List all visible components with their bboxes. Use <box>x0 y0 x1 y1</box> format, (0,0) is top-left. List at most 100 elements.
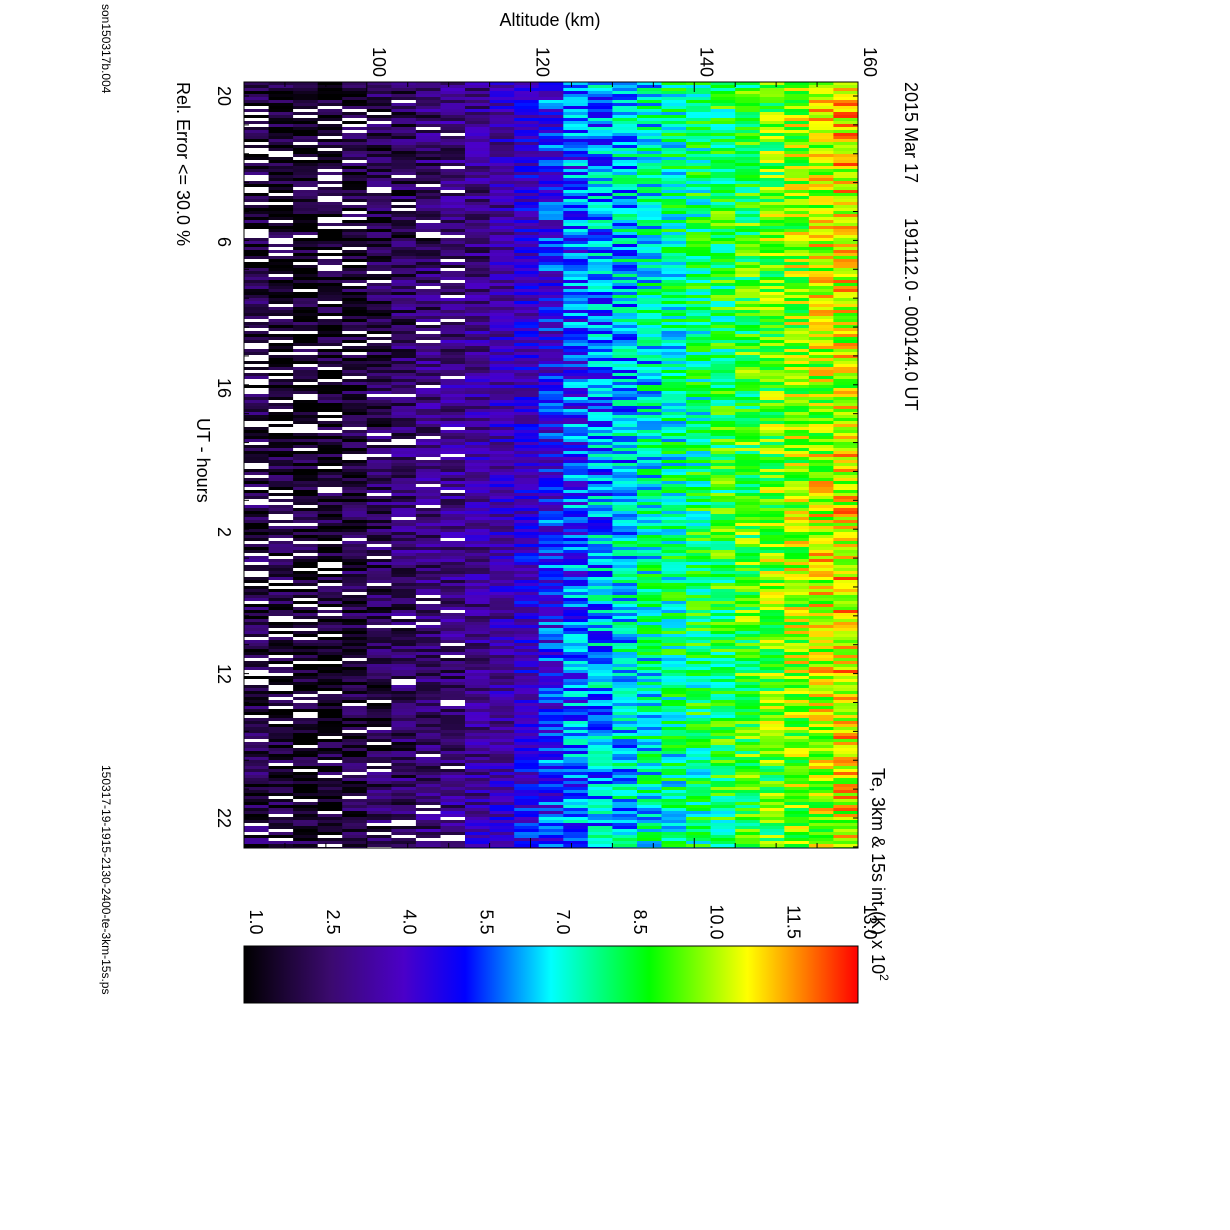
heatmap-cell <box>489 364 515 367</box>
heatmap-cell <box>391 121 417 124</box>
heatmap-cell <box>538 544 564 547</box>
heatmap-cell <box>538 244 564 247</box>
heatmap-cell <box>465 211 490 214</box>
heatmap-cell <box>587 211 613 214</box>
heatmap-cell <box>293 121 319 124</box>
heatmap-cell <box>612 541 638 544</box>
heatmap-cell <box>612 511 638 514</box>
heatmap-cell <box>465 469 490 472</box>
heatmap-cell <box>366 505 392 508</box>
heatmap-cell <box>563 538 589 541</box>
heatmap-cell <box>244 613 269 616</box>
heatmap-cell <box>342 199 368 202</box>
heatmap-cell <box>440 415 466 418</box>
heatmap-cell <box>489 463 515 466</box>
heatmap-cell <box>342 499 368 502</box>
heatmap-cell <box>489 193 515 196</box>
heatmap-cell <box>710 367 736 370</box>
heatmap-cell <box>366 358 392 361</box>
heatmap-cell <box>366 481 392 484</box>
heatmap-cell <box>612 568 638 571</box>
heatmap-cell <box>489 484 515 487</box>
heatmap-cell <box>612 451 638 454</box>
heatmap-cell <box>759 478 785 481</box>
heatmap-cell <box>366 367 392 370</box>
heatmap-cell <box>440 643 466 646</box>
heatmap-cell <box>686 199 712 202</box>
heatmap-cell <box>415 85 441 88</box>
heatmap-cell <box>784 517 810 520</box>
heatmap-cell <box>244 415 269 418</box>
heatmap-cell <box>759 526 785 529</box>
heatmap-cell <box>440 97 466 100</box>
heatmap-cell <box>244 160 269 163</box>
heatmap-cell <box>342 151 368 154</box>
heatmap-cell <box>784 448 810 451</box>
heatmap-cell <box>342 466 368 469</box>
heatmap-cell <box>563 247 589 250</box>
heatmap-cell <box>415 241 441 244</box>
heatmap-cell <box>612 496 638 499</box>
heatmap-cell <box>759 205 785 208</box>
heatmap-cell <box>710 451 736 454</box>
heatmap-cell <box>415 139 441 142</box>
heatmap-cell <box>784 409 810 412</box>
heatmap-cell <box>710 565 736 568</box>
heatmap-cell <box>440 430 466 433</box>
heatmap-cell <box>833 244 858 247</box>
heatmap-cell <box>489 358 515 361</box>
heatmap-cell <box>686 499 712 502</box>
heatmap-cell <box>268 661 294 664</box>
heatmap-cell <box>808 448 834 451</box>
heatmap-cell <box>317 517 343 520</box>
heatmap-cell <box>808 646 834 649</box>
heatmap-cell <box>587 181 613 184</box>
heatmap-cell <box>735 97 761 100</box>
heatmap-cell <box>391 361 417 364</box>
heatmap-cell <box>686 190 712 193</box>
heatmap-cell <box>317 442 343 445</box>
heatmap-cell <box>612 616 638 619</box>
heatmap-cell <box>538 502 564 505</box>
heatmap-cell <box>366 334 392 337</box>
heatmap-cell <box>342 211 368 214</box>
heatmap-cell <box>637 175 662 178</box>
heatmap-cell <box>637 460 662 463</box>
heatmap-cell <box>637 472 662 475</box>
heatmap-cell <box>686 310 712 313</box>
heatmap-cell <box>415 280 441 283</box>
heatmap-cell <box>710 358 736 361</box>
heatmap-cell <box>833 232 858 235</box>
heatmap-cell <box>465 103 490 106</box>
heatmap-cell <box>366 598 392 601</box>
heatmap-cell <box>833 571 858 574</box>
heatmap-cell <box>489 199 515 202</box>
heatmap-cell <box>833 604 858 607</box>
heatmap-cell <box>342 541 368 544</box>
heatmap-cell <box>317 613 343 616</box>
heatmap-cell <box>587 310 613 313</box>
heatmap-cell <box>661 187 687 190</box>
heatmap-cell <box>710 313 736 316</box>
heatmap-cell <box>808 88 834 91</box>
heatmap-cell <box>612 280 638 283</box>
heatmap-cell <box>784 262 810 265</box>
heatmap-cell <box>710 604 736 607</box>
heatmap-cell <box>710 655 736 658</box>
heatmap-cell <box>833 487 858 490</box>
heatmap-cell <box>293 388 319 391</box>
heatmap-cell <box>342 301 368 304</box>
heatmap-cell <box>268 511 294 514</box>
heatmap-cell <box>661 559 687 562</box>
heatmap-cell <box>293 439 319 442</box>
heatmap-cell <box>489 370 515 373</box>
heatmap-cell <box>391 670 417 673</box>
heatmap-cell <box>759 634 785 637</box>
heatmap-cell <box>759 91 785 94</box>
heatmap-cell <box>808 94 834 97</box>
heatmap-cell <box>686 406 712 409</box>
heatmap-cell <box>514 454 540 457</box>
heatmap-cell <box>759 376 785 379</box>
heatmap-cell <box>563 412 589 415</box>
heatmap-cell <box>342 196 368 199</box>
